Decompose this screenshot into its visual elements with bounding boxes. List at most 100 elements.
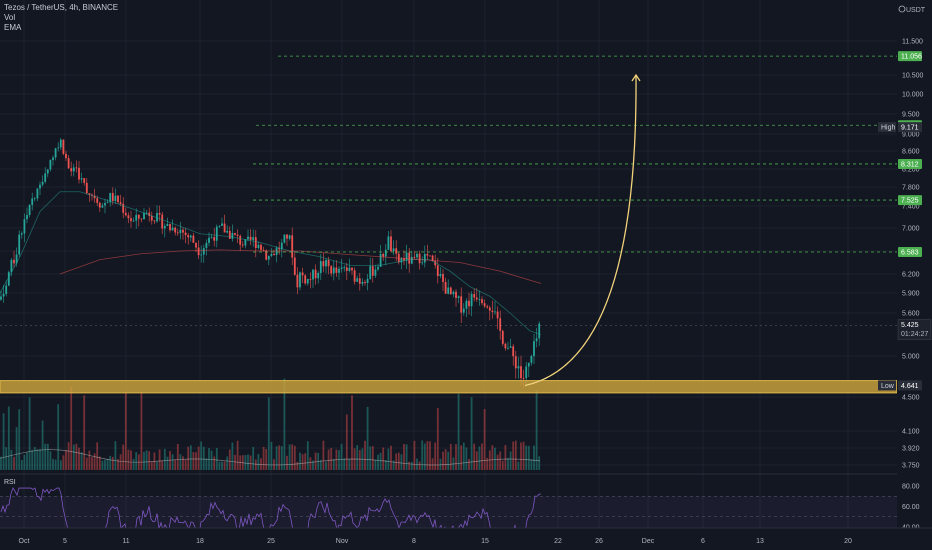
volume-bar	[299, 452, 301, 470]
candle	[514, 356, 517, 369]
volume-bar	[283, 378, 286, 470]
volume-bar	[184, 459, 187, 470]
volume-bar	[75, 443, 78, 470]
candle	[296, 274, 299, 288]
volume-bar	[525, 445, 528, 470]
candlestick-series	[0, 137, 541, 389]
date-tick-label: 22	[554, 538, 562, 545]
candle	[395, 248, 398, 254]
volume-bar	[150, 461, 153, 470]
volume-bar	[395, 453, 398, 470]
high-price-label: 9.171	[901, 125, 919, 132]
volume-bar	[439, 458, 442, 470]
symbol-title[interactable]: Tezos / TetherUS, 4h, BINANCE	[4, 3, 119, 12]
candle	[517, 366, 520, 369]
volume-bar	[132, 458, 135, 470]
candle	[509, 346, 512, 348]
candle	[273, 253, 275, 256]
candle	[345, 267, 348, 271]
low-label: Low	[881, 383, 895, 390]
candle	[189, 235, 192, 238]
volume-bar	[122, 444, 125, 470]
volume-bar	[520, 442, 522, 470]
target-level-lines	[0, 55, 897, 326]
volume-bar	[517, 461, 520, 470]
candle	[132, 220, 135, 222]
candle	[413, 256, 416, 258]
volume-indicator-label[interactable]: Vol	[4, 13, 16, 22]
volume-bar	[101, 460, 104, 470]
volume-bar	[161, 460, 164, 470]
candle	[46, 169, 49, 174]
target-price-label: 8.312	[901, 161, 919, 168]
candle	[31, 198, 34, 205]
volume-bar	[278, 445, 281, 470]
volume-bar	[358, 450, 361, 470]
candle	[358, 278, 361, 284]
volume-bar	[455, 444, 457, 470]
candle	[169, 224, 171, 231]
candle	[522, 378, 525, 379]
current-price-tag	[897, 319, 932, 340]
price-axis-background	[897, 0, 932, 528]
price-tick-label: 9.500	[902, 112, 920, 119]
candle	[65, 153, 67, 159]
candle	[374, 269, 377, 276]
volume-bar	[213, 456, 216, 470]
volume-bar	[275, 446, 278, 470]
rsi-indicator-label[interactable]: RSI	[4, 479, 16, 486]
candle	[91, 194, 93, 196]
volume-bar	[117, 459, 119, 470]
volume-bar	[218, 461, 221, 470]
volume-bar	[319, 459, 322, 470]
volume-bar	[392, 460, 395, 470]
price-tick-label: 3.750	[902, 463, 920, 470]
volume-bar	[434, 442, 437, 470]
candle	[161, 214, 164, 229]
price-tick-label: 5.000	[902, 354, 920, 361]
volume-bar	[444, 449, 447, 470]
date-tick-label: 8	[412, 538, 416, 545]
support-zone-band	[0, 380, 898, 394]
time-axis[interactable]: Oct 5 11 18 25 Nov 8 15 22 26 Dec 6 13 20	[0, 527, 932, 550]
candle	[44, 173, 47, 182]
volume-bar	[106, 459, 109, 470]
candle	[468, 300, 470, 307]
target-price-tag	[898, 195, 922, 206]
candle	[18, 234, 21, 255]
candle	[421, 262, 424, 264]
ema-lines	[0, 191, 542, 335]
volume-bar	[83, 395, 86, 470]
volume-bar	[135, 452, 138, 470]
volume-bar	[23, 454, 26, 470]
ema-indicator-label[interactable]: EMA	[4, 23, 22, 32]
volume-bar	[423, 443, 426, 470]
volume-bar	[371, 446, 374, 470]
candle	[416, 253, 418, 258]
candle	[457, 296, 460, 298]
date-tick-label: 6	[701, 538, 705, 545]
volume-bar	[88, 450, 91, 470]
candle	[239, 235, 242, 245]
volume-bar	[306, 441, 309, 470]
volume-bar	[109, 455, 112, 470]
candle	[221, 223, 223, 226]
volume-bar	[130, 450, 132, 470]
candle	[530, 355, 533, 363]
time-axis-background	[0, 528, 932, 550]
candle	[104, 202, 106, 206]
volume-bar	[223, 461, 226, 470]
arrow-head-icon	[631, 73, 641, 82]
volume-bar	[62, 455, 65, 470]
volume-bar	[535, 390, 538, 470]
candle	[200, 254, 203, 256]
volume-bar	[36, 449, 39, 470]
candle	[236, 234, 239, 236]
volume-bar	[52, 458, 54, 470]
candle	[158, 212, 161, 215]
volume-bar	[527, 445, 530, 470]
volume-bar	[119, 454, 122, 470]
candle	[538, 323, 541, 339]
